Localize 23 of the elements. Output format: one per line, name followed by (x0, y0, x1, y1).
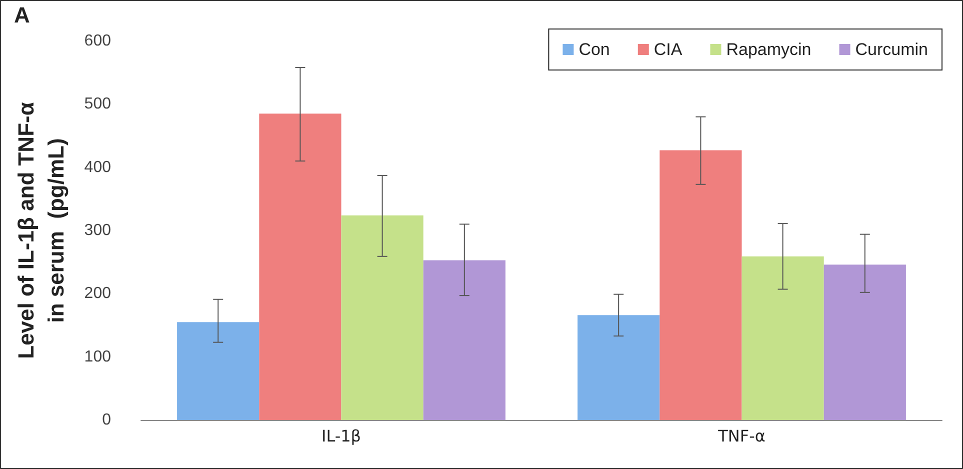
x-tick-label: TNF-α (717, 426, 766, 446)
y-tick-label: 200 (84, 285, 112, 302)
y-tick-label: 100 (84, 348, 112, 366)
x-tick-label: IL-1β (321, 426, 362, 446)
bar (578, 315, 660, 420)
y-tick-label: 300 (84, 222, 112, 239)
bar (177, 322, 260, 420)
y-tick-label: 500 (84, 96, 112, 113)
y-axis-title: Level of IL-1β and TNF-α in serum (pg/mL) (14, 102, 68, 359)
legend-label: Rapamycin (726, 40, 812, 59)
chart-title: A (14, 2, 30, 28)
y-tick-label: 600 (84, 32, 112, 50)
bar (824, 264, 906, 420)
legend-label: CIA (654, 40, 683, 59)
legend-label: Con (578, 40, 610, 59)
bar (660, 150, 742, 420)
y-tick-label: 400 (84, 158, 112, 176)
bar (259, 114, 342, 420)
bar (742, 256, 824, 420)
legend-label: Curcumin (855, 40, 928, 59)
y-tick-label: 0 (102, 412, 112, 428)
bar (423, 260, 506, 420)
bar (341, 215, 424, 420)
